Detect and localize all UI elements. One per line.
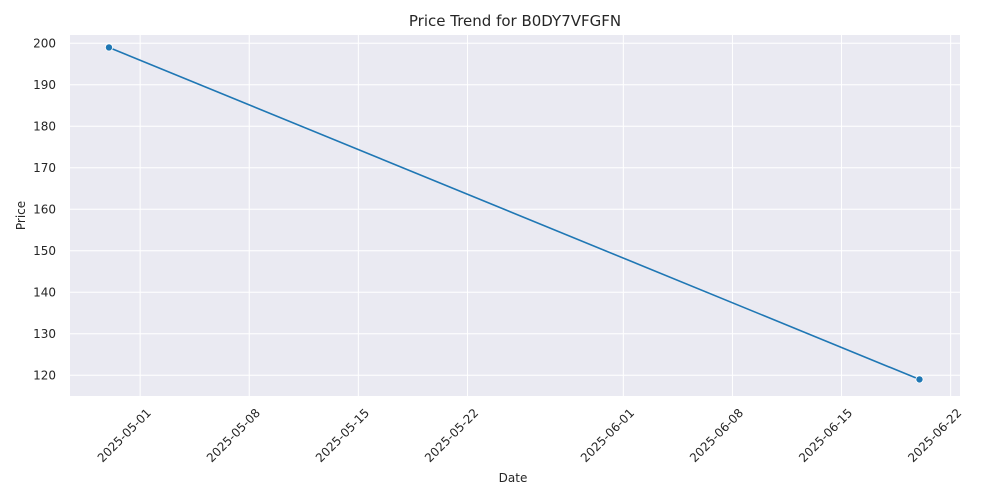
y-tick-label: 140 xyxy=(33,285,56,299)
x-gridlines xyxy=(139,35,952,396)
y-tick-label: 160 xyxy=(33,202,56,216)
x-tick-label: 2025-05-01 xyxy=(95,406,154,465)
x-tick-label: 2025-06-01 xyxy=(578,406,637,465)
y-tick-label: 150 xyxy=(33,244,56,258)
data-point xyxy=(104,43,113,52)
y-tick-label: 120 xyxy=(33,368,56,382)
x-tick-label: 2025-06-22 xyxy=(905,406,964,465)
y-tick-label: 170 xyxy=(33,161,56,175)
x-axis-label: Date xyxy=(499,471,528,485)
series-line xyxy=(108,46,920,381)
y-tick-labels: 120 130 140 150 160 170 180 190 200 xyxy=(33,36,56,382)
x-tick-label: 2025-06-15 xyxy=(796,406,855,465)
x-tick-label: 2025-05-15 xyxy=(313,406,372,465)
x-tick-label: 2025-06-08 xyxy=(687,406,746,465)
x-tick-labels: 2025-05-01 2025-05-08 2025-05-15 2025-05-22… xyxy=(95,406,965,465)
x-tick-label: 2025-05-08 xyxy=(204,406,263,465)
y-tick-label: 200 xyxy=(33,36,56,50)
y-axis-label: Price xyxy=(14,201,28,230)
y-tick-label: 130 xyxy=(33,327,56,341)
series-layer xyxy=(104,43,924,384)
x-tick-label: 2025-05-22 xyxy=(422,406,481,465)
y-tick-label: 180 xyxy=(33,119,56,133)
y-tick-label: 190 xyxy=(33,78,56,92)
y-gridlines xyxy=(70,42,960,376)
chart-title: Price Trend for B0DY7VFGFN xyxy=(409,12,621,30)
data-point xyxy=(915,375,924,384)
